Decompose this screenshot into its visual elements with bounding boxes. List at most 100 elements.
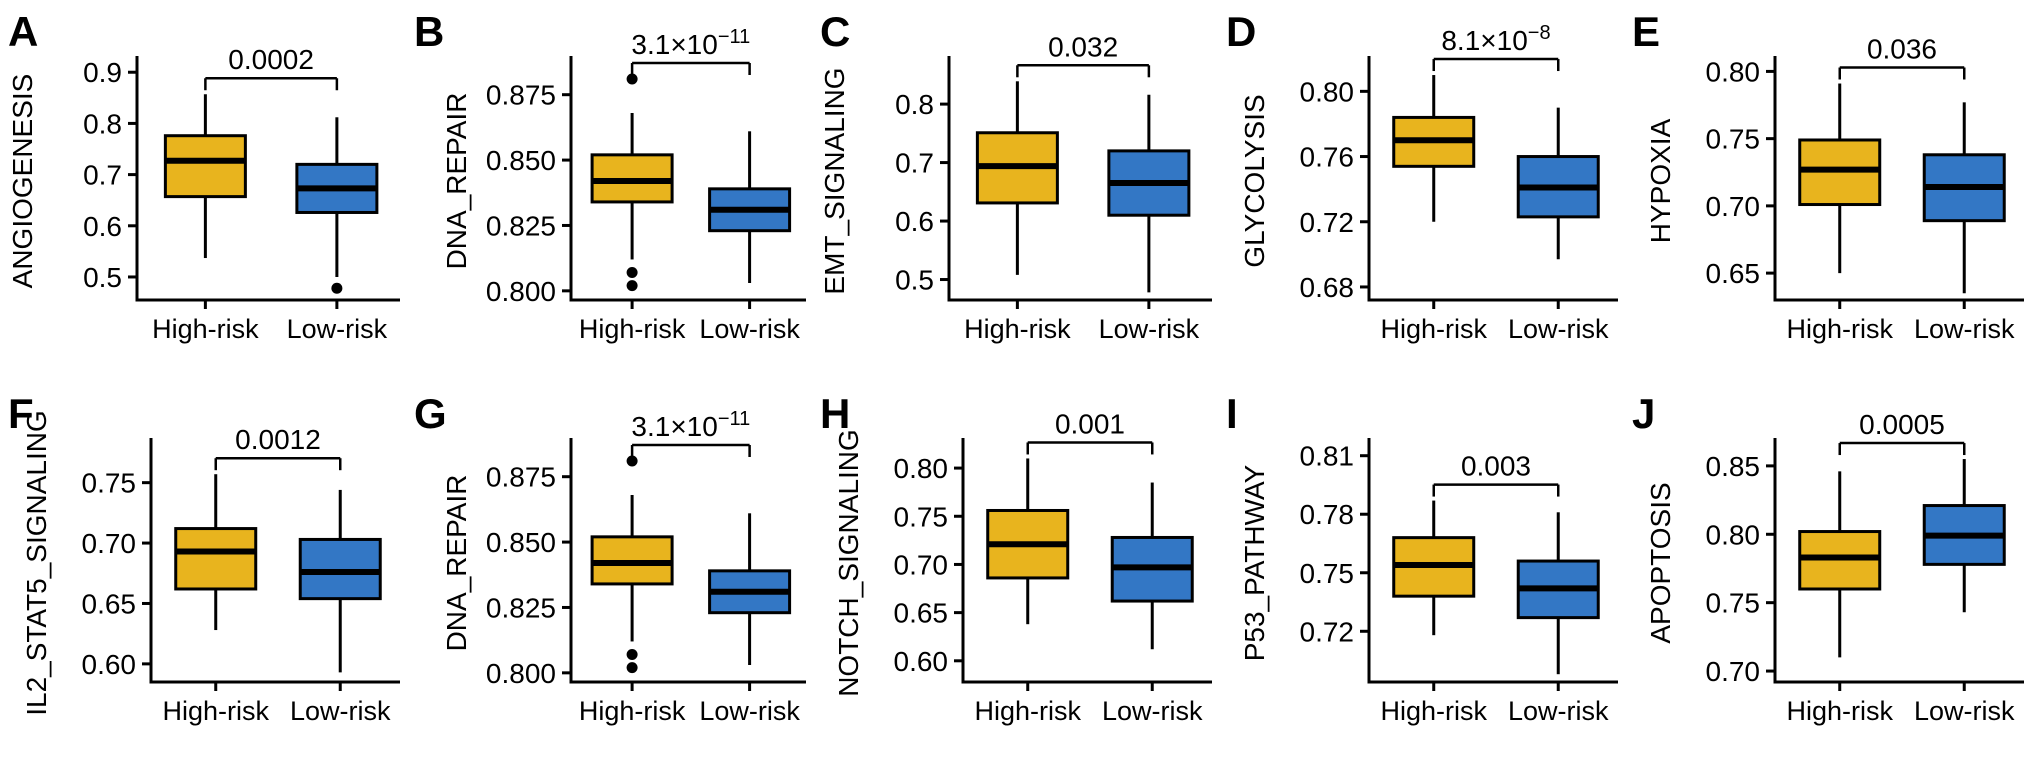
box-high-risk xyxy=(590,73,674,292)
x-category-label: Low-risk xyxy=(699,314,800,344)
box-high-risk xyxy=(1798,471,1882,658)
outlier-point xyxy=(626,662,638,674)
y-tick-label: 0.65 xyxy=(1706,258,1761,289)
boxplot-panel-A: A ANGIOGENESIS 0.5 0.6 0.7 0.8 0.9 0.0002 High-r… xyxy=(7,8,400,344)
panel-letter: D xyxy=(1226,8,1256,55)
figure-row-2: F IL2_STAT5_SIGNALING 0.60 0.65 0.70 0.75 0.00… xyxy=(0,382,2032,764)
x-category-label: High-risk xyxy=(1380,696,1487,726)
y-tick-label: 0.68 xyxy=(1300,272,1355,303)
outlier-point xyxy=(626,455,638,467)
y-tick-label: 0.80 xyxy=(1300,76,1355,107)
box-low-risk xyxy=(1516,107,1600,260)
boxplot-panel-J: J APOPTOSIS 0.70 0.75 0.80 0.85 0.0005 High-ris… xyxy=(1632,390,2024,726)
y-tick-label: 0.850 xyxy=(486,527,556,558)
outlier-point xyxy=(331,282,343,294)
boxplot-panel-G: G DNA_REPAIR 0.800 0.825 0.850 0.875 3.1×10−11… xyxy=(414,390,806,726)
boxplot-panel-E: E HYPOXIA 0.65 0.70 0.75 0.80 0.036 High-risk Lo… xyxy=(1632,8,2024,344)
y-tick-label: 0.81 xyxy=(1300,441,1355,472)
panel-letter: G xyxy=(414,390,447,437)
x-category-label: Low-risk xyxy=(1914,696,2015,726)
y-tick-label: 0.70 xyxy=(1706,191,1761,222)
box-low-risk xyxy=(295,117,379,294)
box-high-risk xyxy=(590,455,674,674)
y-axis-label: NOTCH_SIGNALING xyxy=(833,429,864,697)
y-tick-label: 0.70 xyxy=(82,528,137,559)
panel-letter: H xyxy=(820,390,850,437)
x-category-label: High-risk xyxy=(1380,314,1487,344)
p-value-label: 3.1×10−11 xyxy=(631,26,750,60)
y-tick-label: 0.80 xyxy=(1706,56,1761,87)
boxplot-panel-D: D GLYCOLYSIS 0.68 0.72 0.76 0.80 8.1×10−8 High-… xyxy=(1226,8,1618,344)
y-tick-label: 0.825 xyxy=(486,210,556,241)
x-category-label: Low-risk xyxy=(287,314,388,344)
x-category-label: High-risk xyxy=(579,314,686,344)
y-tick-label: 0.75 xyxy=(82,468,137,499)
y-tick-label: 0.80 xyxy=(894,453,949,484)
p-value-exponent: −11 xyxy=(718,26,750,48)
p-value-label: 0.001 xyxy=(1055,408,1125,439)
x-category-label: Low-risk xyxy=(290,696,391,726)
p-value-base: 0.0002 xyxy=(228,44,314,75)
p-value-label: 0.032 xyxy=(1048,31,1118,62)
y-tick-label: 0.850 xyxy=(486,145,556,176)
y-tick-label: 0.65 xyxy=(82,588,137,619)
box-high-risk xyxy=(174,474,258,631)
p-value-label: 0.0002 xyxy=(228,44,314,75)
y-tick-label: 0.8 xyxy=(895,89,934,120)
x-category-label: Low-risk xyxy=(1099,314,1200,344)
p-value-label: 3.1×10−11 xyxy=(631,408,750,442)
iqr-box xyxy=(174,527,258,591)
box-low-risk xyxy=(708,131,792,283)
iqr-box xyxy=(298,537,382,601)
y-tick-label: 0.875 xyxy=(486,80,556,111)
y-tick-label: 0.72 xyxy=(1300,207,1355,238)
y-tick-label: 0.75 xyxy=(1706,124,1761,155)
x-category-label: High-risk xyxy=(162,696,269,726)
p-value-base: 0.0005 xyxy=(1859,409,1945,440)
p-value-exponent: −8 xyxy=(1528,22,1551,44)
y-tick-label: 0.6 xyxy=(895,206,934,237)
x-category-label: High-risk xyxy=(1786,696,1893,726)
y-tick-label: 0.5 xyxy=(83,262,122,293)
y-tick-label: 0.7 xyxy=(83,160,122,191)
box-low-risk xyxy=(1922,102,2006,294)
p-value-base: 0.032 xyxy=(1048,31,1118,62)
y-tick-label: 0.75 xyxy=(894,501,949,532)
x-category-label: Low-risk xyxy=(699,696,800,726)
p-value-base: 0.036 xyxy=(1867,34,1937,65)
p-value-base: 3.1×10 xyxy=(631,29,717,60)
panel-letter: C xyxy=(820,8,850,55)
y-tick-label: 0.5 xyxy=(895,265,934,296)
p-value-base: 8.1×10 xyxy=(1441,25,1527,56)
box-low-risk xyxy=(1107,94,1191,293)
y-axis-label: GLYCOLYSIS xyxy=(1239,94,1270,267)
figure-row-1: A ANGIOGENESIS 0.5 0.6 0.7 0.8 0.9 0.0002 High-r… xyxy=(0,0,2032,382)
y-axis-label: IL2_STAT5_SIGNALING xyxy=(21,410,52,716)
box-low-risk xyxy=(1922,459,2006,613)
panel-letter: I xyxy=(1226,390,1238,437)
p-value-base: 0.0012 xyxy=(235,424,321,455)
p-value-base: 0.003 xyxy=(1461,451,1531,482)
panel-letter: E xyxy=(1632,8,1660,55)
p-value-label: 0.003 xyxy=(1461,451,1531,482)
y-tick-label: 0.800 xyxy=(486,658,556,689)
y-tick-label: 0.7 xyxy=(895,148,934,179)
box-low-risk xyxy=(1516,512,1600,675)
x-category-label: Low-risk xyxy=(1508,696,1609,726)
y-tick-label: 0.800 xyxy=(486,276,556,307)
y-tick-label: 0.65 xyxy=(894,598,949,629)
panel-letter: F xyxy=(8,390,34,437)
y-axis-label: ANGIOGENESIS xyxy=(7,74,38,289)
panel-letter: B xyxy=(414,8,444,55)
p-value-label: 8.1×10−8 xyxy=(1441,22,1550,56)
y-axis-label: EMT_SIGNALING xyxy=(819,67,850,294)
box-high-risk xyxy=(1392,500,1476,636)
panel-letter: A xyxy=(8,8,38,55)
box-high-risk xyxy=(1798,83,1882,274)
p-value-label: 0.0012 xyxy=(235,424,321,455)
p-value-base: 0.001 xyxy=(1055,408,1125,439)
p-value-label: 0.0005 xyxy=(1859,409,1945,440)
